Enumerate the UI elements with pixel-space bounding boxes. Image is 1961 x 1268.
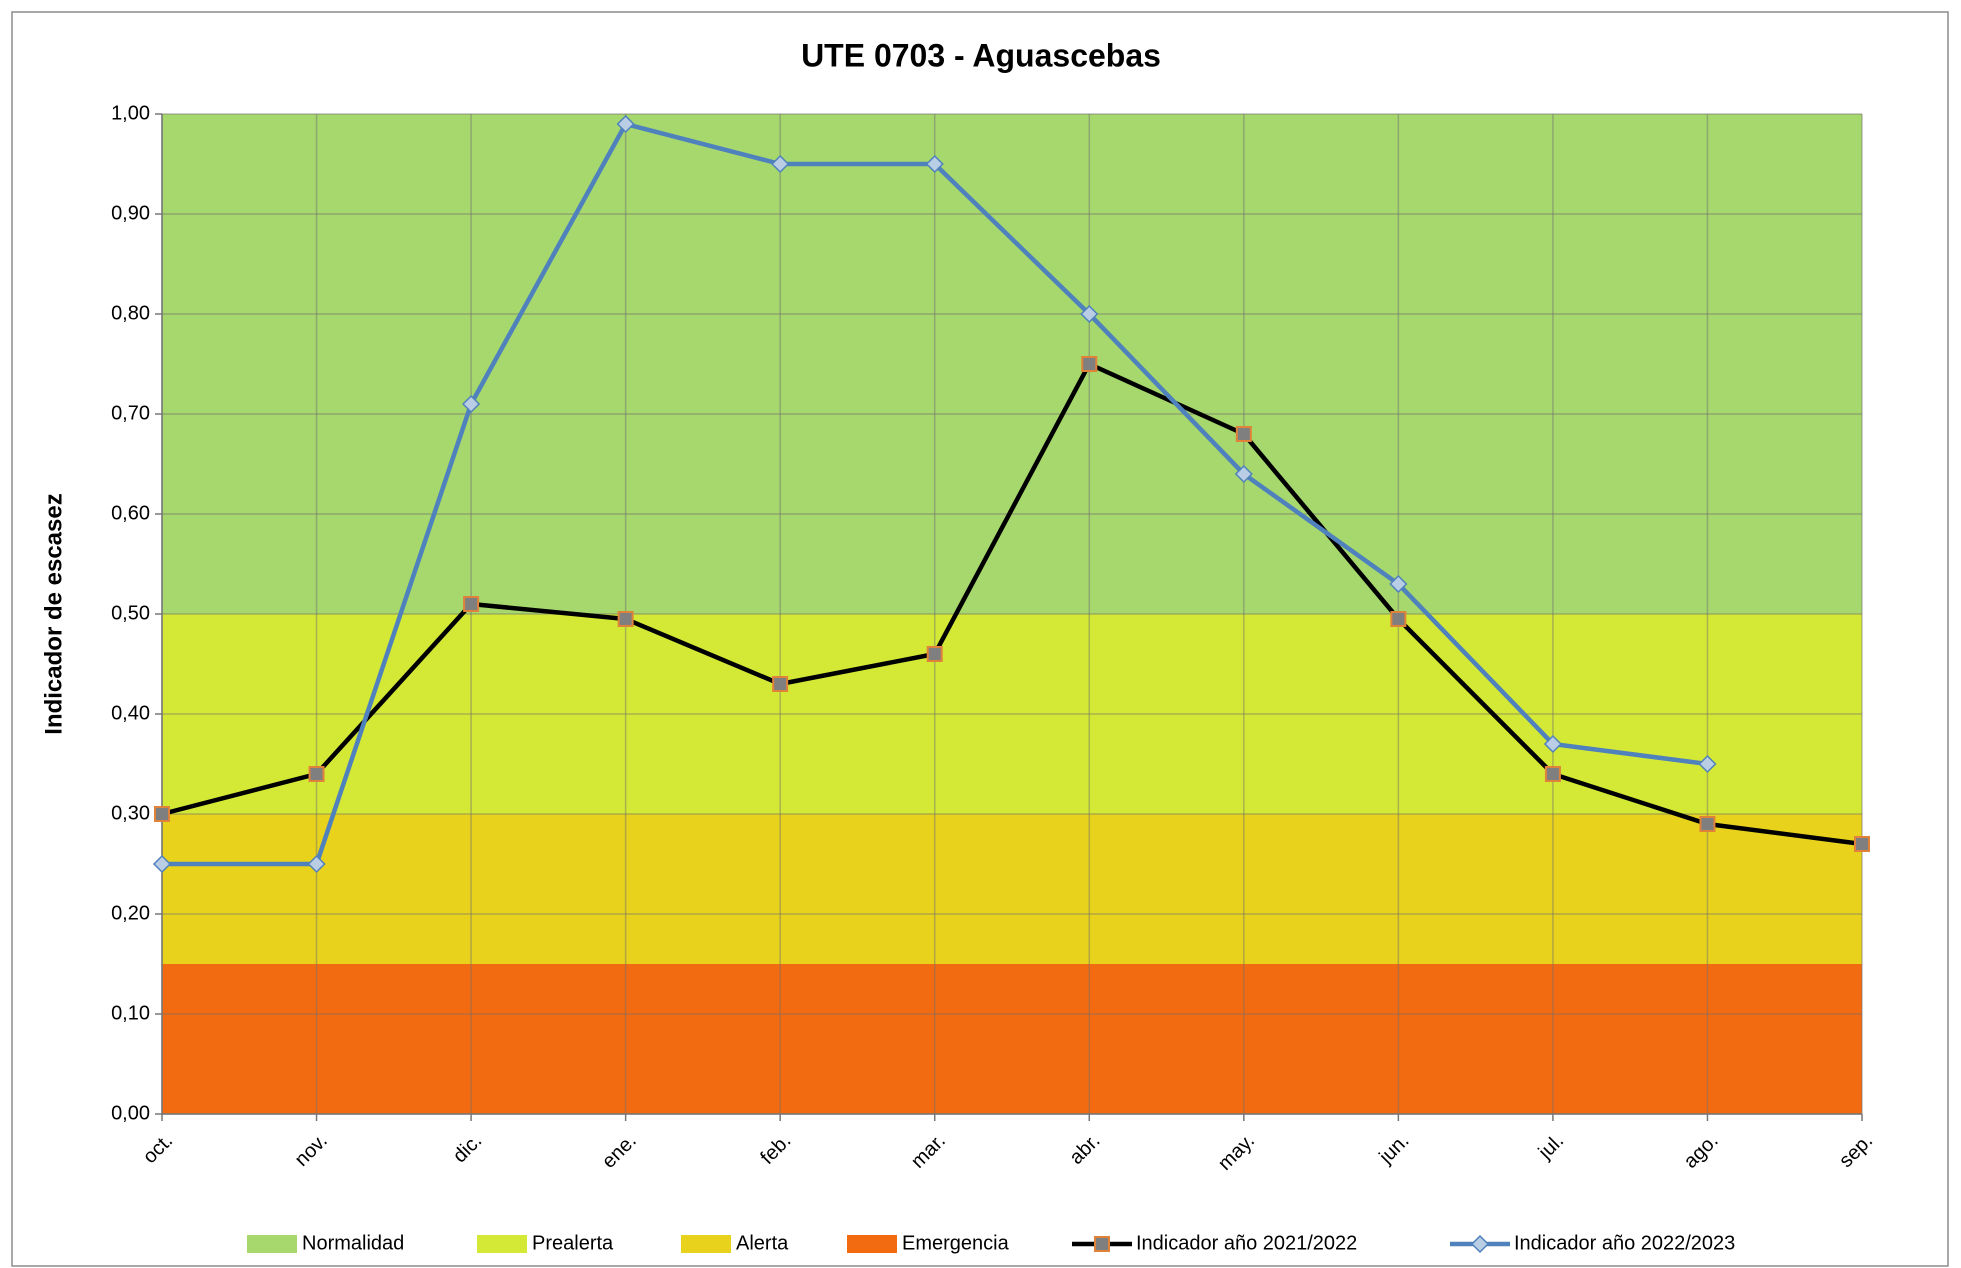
band bbox=[162, 964, 1862, 1114]
marker bbox=[1699, 816, 1716, 832]
marker bbox=[616, 114, 635, 134]
legend-label: Prealerta bbox=[532, 1232, 614, 1254]
marker bbox=[152, 854, 172, 874]
band bbox=[162, 814, 1862, 964]
marker bbox=[308, 766, 325, 782]
marker bbox=[462, 394, 481, 414]
y-tick-label: 0,80 bbox=[111, 302, 150, 324]
marker bbox=[1080, 304, 1099, 324]
marker bbox=[926, 646, 943, 662]
band bbox=[162, 114, 1862, 614]
marker bbox=[771, 154, 790, 174]
marker bbox=[1543, 734, 1562, 754]
y-tick-label: 0,00 bbox=[111, 1102, 150, 1124]
marker bbox=[1698, 754, 1717, 774]
marker bbox=[617, 611, 634, 627]
y-tick-label: 0,50 bbox=[111, 602, 150, 624]
y-tick-label: 1,00 bbox=[111, 102, 150, 124]
marker bbox=[1544, 766, 1561, 782]
y-tick-label: 0,30 bbox=[111, 802, 150, 824]
marker bbox=[463, 596, 480, 612]
legend-swatch bbox=[477, 1235, 527, 1253]
marker bbox=[925, 154, 944, 174]
marker bbox=[1235, 426, 1252, 442]
y-axis-label: Indicador de escasez bbox=[40, 493, 67, 734]
y-tick-label: 0,60 bbox=[111, 502, 150, 524]
marker bbox=[307, 854, 326, 874]
legend-label: Indicador año 2021/2022 bbox=[1136, 1232, 1357, 1254]
marker bbox=[1390, 611, 1407, 627]
legend-label: Indicador año 2022/2023 bbox=[1514, 1232, 1735, 1254]
series-line bbox=[161, 361, 1863, 847]
y-tick-label: 0,90 bbox=[111, 202, 150, 224]
legend-swatch bbox=[247, 1235, 297, 1253]
chart-title: UTE 0703 - Aguascebas bbox=[801, 37, 1161, 73]
y-tick-label: 0,40 bbox=[111, 702, 150, 724]
marker bbox=[1094, 1236, 1110, 1252]
legend-label: Normalidad bbox=[302, 1232, 404, 1254]
marker bbox=[1854, 836, 1870, 852]
legend-swatch bbox=[681, 1235, 731, 1253]
marker bbox=[154, 806, 170, 822]
marker bbox=[1389, 574, 1408, 594]
legend-label: Alerta bbox=[736, 1232, 789, 1254]
marker bbox=[1470, 1234, 1490, 1254]
y-tick-label: 0,20 bbox=[111, 902, 150, 924]
y-tick-label: 0,10 bbox=[111, 1002, 150, 1024]
marker bbox=[772, 676, 789, 692]
marker bbox=[1234, 464, 1253, 484]
legend-swatch bbox=[847, 1235, 897, 1253]
marker bbox=[1081, 356, 1098, 372]
y-tick-label: 0,70 bbox=[111, 402, 150, 424]
legend-label: Emergencia bbox=[902, 1232, 1010, 1254]
